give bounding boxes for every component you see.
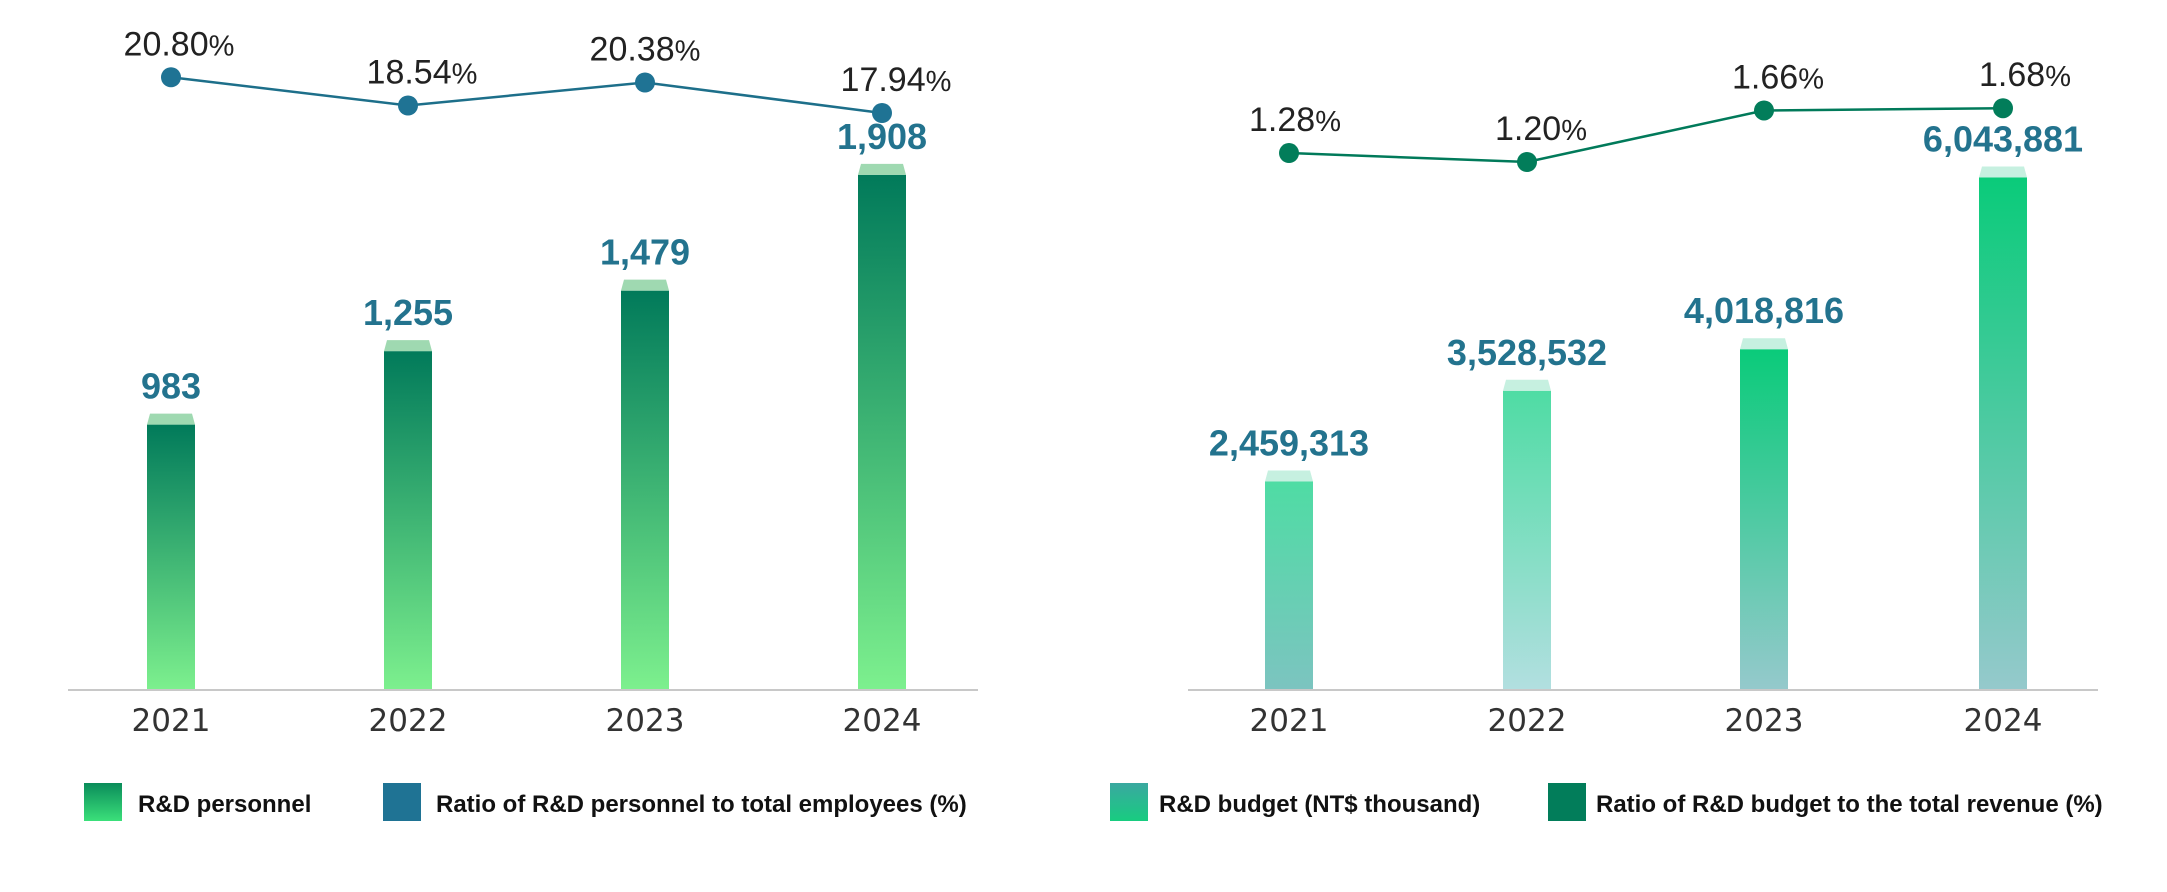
ratio-marker-2023 [635, 72, 655, 93]
ratio-label-2023: 20.38% [590, 31, 701, 69]
bar-2022 [384, 351, 432, 690]
ratio-marker-2021 [1279, 143, 1299, 164]
legend-item-rd-personnel: R&D personnel [84, 783, 311, 821]
x-tick-2023: 2023 [606, 703, 685, 739]
bar-cap-2021 [147, 413, 195, 425]
bar-cap-2024 [1979, 166, 2027, 178]
legend-item-personnel-ratio: Ratio of R&D personnel to total employee… [383, 783, 967, 821]
bar-cap-2022 [1503, 379, 1551, 391]
bar-value-label-2022: 3,528,532 [1447, 332, 1607, 373]
legend-swatch-personnel-ratio [383, 783, 421, 821]
ratio-label-2024: 17.94% [841, 61, 952, 99]
bar-2021 [147, 424, 195, 690]
ratio-marker-2021 [161, 67, 181, 88]
bar-cap-2023 [1740, 338, 1788, 350]
legend-label-rd-personnel: R&D personnel [138, 791, 311, 818]
bar-2024 [1979, 177, 2027, 691]
legend-swatch-rd-personnel [84, 783, 122, 821]
x-tick-2024: 2024 [843, 703, 922, 739]
x-tick-2024: 2024 [1964, 703, 2043, 739]
x-tick-2022: 2022 [1488, 703, 1567, 739]
bar-2023 [1740, 349, 1788, 690]
bar-value-label-2021: 2,459,313 [1209, 422, 1369, 463]
legend-label-budget-ratio: Ratio of R&D budget to the total revenue… [1596, 791, 2103, 818]
ratio-line [170, 76, 883, 115]
legend-item-rd-budget: R&D budget (NT$ thousand) [1110, 783, 1480, 821]
x-tick-2022: 2022 [369, 703, 448, 739]
ratio-label-2022: 18.54% [367, 54, 478, 92]
bar-cap-2024 [858, 163, 906, 175]
bar-cap-2023 [621, 279, 669, 291]
legend-swatch-budget-ratio [1548, 783, 1586, 821]
ratio-marker-2023 [1754, 100, 1774, 121]
legend-swatch-rd-budget [1110, 783, 1148, 821]
ratio-label-2021: 20.80% [124, 25, 235, 63]
legend: R&D personnel Ratio of R&D personnel to … [84, 783, 2103, 821]
ratio-marker-2022 [1517, 152, 1537, 172]
bar-value-label-2023: 1,479 [600, 232, 690, 273]
ratio-label-2022: 1.20% [1495, 110, 1587, 148]
legend-label-rd-budget: R&D budget (NT$ thousand) [1159, 791, 1480, 818]
ratio-marker-2024 [1993, 98, 2013, 119]
ratio-line [1288, 106, 2004, 164]
ratio-marker-2022 [398, 95, 418, 116]
ratio-label-2024: 1.68% [1979, 56, 2071, 94]
x-tick-2023: 2023 [1725, 703, 1804, 739]
ratio-label-2021: 1.28% [1249, 101, 1341, 139]
bar-value-label-2024: 6,043,881 [1923, 118, 2083, 159]
bar-value-label-2021: 983 [141, 366, 201, 407]
x-tick-2021: 2021 [132, 703, 211, 739]
bar-2023 [621, 290, 669, 690]
bar-2022 [1503, 390, 1551, 690]
bar-2024 [858, 174, 906, 691]
bar-cap-2021 [1265, 470, 1313, 482]
legend-item-budget-ratio: Ratio of R&D budget to the total revenue… [1548, 783, 2103, 821]
x-tick-2021: 2021 [1250, 703, 1329, 739]
rd-budget-chart: 2,459,313 3,528,532 4,018,816 6,043,881 1.2… [1188, 56, 2098, 739]
bar-2021 [1265, 481, 1313, 690]
bar-value-label-2022: 1,255 [363, 292, 453, 333]
ratio-label-2023: 1.66% [1732, 58, 1824, 96]
bar-cap-2022 [384, 340, 432, 352]
ratio-marker-2024 [872, 103, 892, 123]
legend-label-personnel-ratio: Ratio of R&D personnel to total employee… [436, 791, 967, 818]
bar-value-label-2023: 4,018,816 [1684, 290, 1844, 331]
